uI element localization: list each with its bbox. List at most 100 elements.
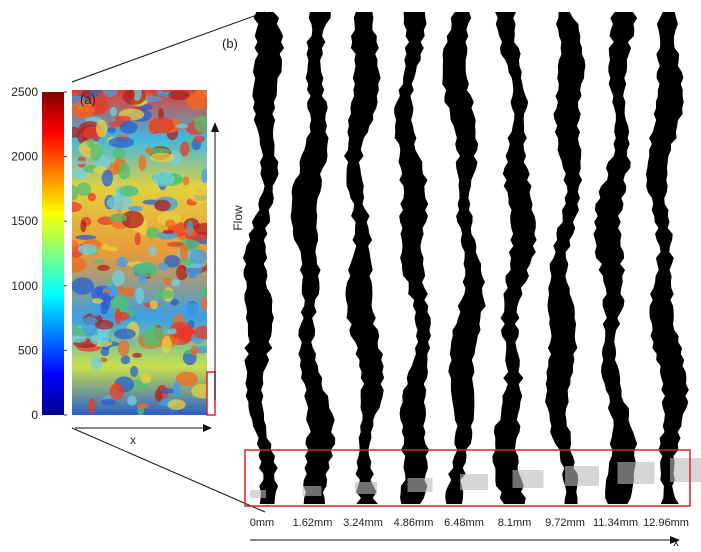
heat-blob [72, 126, 81, 138]
colorbar-tick-label: 1500 [11, 214, 38, 228]
position-label: 8.1mm [498, 517, 532, 529]
heat-blob [201, 297, 207, 311]
heatmap-texture [72, 90, 207, 415]
heat-blob [112, 270, 125, 287]
heat-blob [193, 222, 207, 235]
position-label: 4.86mm [394, 517, 434, 529]
heat-blob [186, 220, 194, 236]
heat-blob [119, 185, 139, 197]
position-label: 1.62mm [293, 517, 333, 529]
position-label: 3.24mm [343, 517, 383, 529]
heat-blob [152, 171, 175, 187]
heat-blob [201, 168, 207, 184]
heat-blob [154, 199, 171, 212]
heat-blob [195, 90, 207, 99]
heat-blob [182, 176, 190, 186]
heat-blob [181, 228, 196, 233]
colorbar-tick-label: 2500 [11, 85, 38, 99]
heat-blob [172, 381, 181, 397]
heat-blob [157, 108, 164, 121]
heat-blob [123, 287, 135, 298]
heat-blob [163, 277, 172, 286]
heat-blob [119, 120, 138, 134]
heat-blob [127, 395, 137, 406]
heat-blob [117, 285, 125, 295]
heat-blob [138, 154, 147, 171]
heat-blob [107, 126, 116, 134]
channel-profiles [242, 12, 701, 504]
heat-blob [72, 167, 88, 180]
heat-blob [161, 335, 172, 354]
position-label: 6.48mm [444, 517, 484, 529]
heat-blob [110, 383, 124, 401]
heat-blob [72, 100, 96, 118]
heat-blob [154, 289, 175, 299]
heat-blob [90, 143, 102, 161]
heat-blob [128, 205, 143, 212]
arrow-head [670, 536, 680, 544]
heat-blob [175, 371, 198, 387]
heat-blob [179, 141, 190, 157]
heat-blob [101, 169, 113, 187]
channel [344, 12, 385, 504]
channel [394, 12, 431, 504]
heat-blob [76, 182, 92, 196]
heat-blob [157, 211, 182, 226]
heat-blob [164, 219, 176, 229]
heat-blob [112, 148, 126, 160]
heat-blob [102, 289, 112, 294]
heat-blob [184, 350, 192, 355]
highlight-box [206, 371, 216, 416]
position-label: 9.72mm [545, 517, 585, 529]
heat-blob [132, 352, 143, 358]
heat-blob [193, 135, 206, 143]
heat-blob [115, 311, 130, 321]
heat-blob [198, 288, 207, 297]
heat-blob [130, 365, 139, 377]
heat-blob [87, 398, 96, 414]
heat-blob [194, 115, 207, 133]
heat-blob [193, 325, 207, 340]
channel [442, 12, 486, 504]
heat-blob [89, 301, 102, 317]
heat-blob [95, 320, 114, 330]
heat-blob [167, 399, 186, 410]
colorbar-tick-label: 0 [31, 408, 38, 422]
heat-blob [72, 335, 87, 343]
heat-blob [97, 264, 110, 271]
heat-blob [146, 227, 160, 239]
heat-blob [100, 347, 110, 357]
heat-blob [72, 201, 82, 213]
channel-shadow [670, 458, 701, 482]
heat-blob [179, 244, 189, 261]
heat-blob [116, 256, 128, 268]
heat-blob [148, 245, 157, 256]
position-label: 12.96mm [643, 517, 689, 529]
heat-blob [106, 246, 119, 252]
channel [646, 12, 689, 504]
heat-blob [108, 136, 135, 148]
heat-blob [170, 298, 179, 306]
channel-shadow [250, 490, 266, 498]
channel-shadow [302, 486, 322, 496]
panel-label: (b) [222, 36, 238, 51]
heat-blob [77, 243, 98, 255]
heat-blob [72, 160, 89, 165]
heat-blob [160, 388, 176, 394]
heat-blob [118, 339, 130, 357]
heat-blob [136, 403, 149, 409]
heat-blob [176, 123, 189, 129]
heat-blob [138, 273, 147, 284]
panel-label: (a) [80, 92, 96, 107]
channel [242, 12, 284, 504]
heat-blob [101, 398, 117, 406]
heat-blob [157, 262, 169, 271]
heat-blob [191, 383, 207, 399]
heat-blob [167, 241, 184, 247]
heat-blob [176, 322, 183, 336]
heat-blob [72, 239, 80, 252]
heat-blob [145, 146, 153, 154]
heat-blob [81, 316, 99, 335]
heat-blob [164, 255, 181, 268]
